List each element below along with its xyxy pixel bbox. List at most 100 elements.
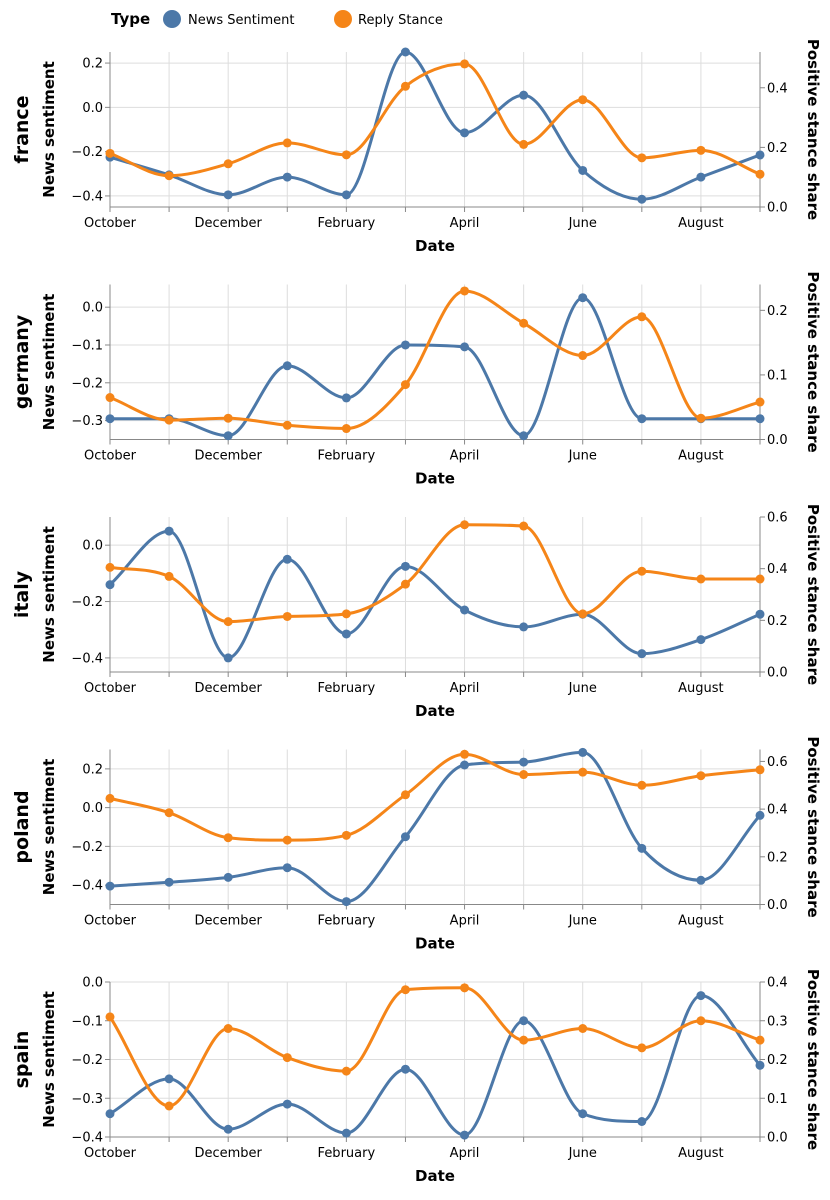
data-point-news-sentiment[interactable] <box>637 194 647 204</box>
data-point-news-sentiment[interactable] <box>282 554 292 564</box>
data-point-reply-stance[interactable] <box>696 413 706 423</box>
data-point-reply-stance[interactable] <box>341 1066 351 1076</box>
data-point-news-sentiment[interactable] <box>400 1064 410 1074</box>
data-point-reply-stance[interactable] <box>223 833 233 843</box>
data-point-reply-stance[interactable] <box>637 153 647 163</box>
data-point-reply-stance[interactable] <box>341 150 351 160</box>
data-point-news-sentiment[interactable] <box>223 190 233 200</box>
data-point-reply-stance[interactable] <box>164 415 174 425</box>
data-point-news-sentiment[interactable] <box>400 340 410 350</box>
data-point-news-sentiment[interactable] <box>519 431 529 441</box>
data-point-reply-stance[interactable] <box>223 159 233 169</box>
data-point-news-sentiment[interactable] <box>282 172 292 182</box>
data-point-reply-stance[interactable] <box>519 139 529 149</box>
data-point-reply-stance[interactable] <box>696 771 706 781</box>
data-point-reply-stance[interactable] <box>164 171 174 181</box>
data-point-news-sentiment[interactable] <box>341 897 351 907</box>
data-point-news-sentiment[interactable] <box>400 47 410 57</box>
data-point-news-sentiment[interactable] <box>460 128 470 138</box>
data-point-news-sentiment[interactable] <box>637 414 647 424</box>
data-point-news-sentiment[interactable] <box>696 172 706 182</box>
data-point-news-sentiment[interactable] <box>105 414 115 424</box>
data-point-news-sentiment[interactable] <box>105 1109 115 1119</box>
data-point-news-sentiment[interactable] <box>341 190 351 200</box>
data-point-news-sentiment[interactable] <box>164 1074 174 1084</box>
data-point-news-sentiment[interactable] <box>282 361 292 371</box>
data-point-news-sentiment[interactable] <box>696 991 706 1001</box>
data-point-reply-stance[interactable] <box>282 611 292 621</box>
data-point-reply-stance[interactable] <box>400 380 410 390</box>
data-point-reply-stance[interactable] <box>282 138 292 148</box>
data-point-news-sentiment[interactable] <box>341 393 351 403</box>
data-point-reply-stance[interactable] <box>755 169 765 179</box>
data-point-reply-stance[interactable] <box>105 562 115 572</box>
data-point-news-sentiment[interactable] <box>578 165 588 175</box>
data-point-reply-stance[interactable] <box>578 95 588 105</box>
data-point-news-sentiment[interactable] <box>341 629 351 639</box>
data-point-reply-stance[interactable] <box>164 571 174 581</box>
data-point-reply-stance[interactable] <box>223 617 233 627</box>
data-point-reply-stance[interactable] <box>282 1053 292 1063</box>
data-point-reply-stance[interactable] <box>282 420 292 430</box>
data-point-news-sentiment[interactable] <box>460 1130 470 1140</box>
data-point-news-sentiment[interactable] <box>341 1128 351 1138</box>
data-point-reply-stance[interactable] <box>341 830 351 840</box>
data-point-news-sentiment[interactable] <box>223 653 233 663</box>
data-point-reply-stance[interactable] <box>282 835 292 845</box>
data-point-reply-stance[interactable] <box>578 767 588 777</box>
data-point-reply-stance[interactable] <box>578 609 588 619</box>
data-point-news-sentiment[interactable] <box>223 1124 233 1134</box>
data-point-news-sentiment[interactable] <box>578 1109 588 1119</box>
data-point-reply-stance[interactable] <box>519 318 529 328</box>
data-point-reply-stance[interactable] <box>755 765 765 775</box>
data-point-news-sentiment[interactable] <box>637 649 647 659</box>
data-point-news-sentiment[interactable] <box>223 431 233 441</box>
data-point-news-sentiment[interactable] <box>755 1060 765 1070</box>
data-point-news-sentiment[interactable] <box>755 414 765 424</box>
data-point-reply-stance[interactable] <box>105 393 115 403</box>
data-point-reply-stance[interactable] <box>519 521 529 531</box>
data-point-reply-stance[interactable] <box>637 312 647 322</box>
data-point-reply-stance[interactable] <box>755 1035 765 1045</box>
data-point-news-sentiment[interactable] <box>637 843 647 853</box>
data-point-news-sentiment[interactable] <box>519 1016 529 1026</box>
data-point-reply-stance[interactable] <box>755 397 765 407</box>
data-point-reply-stance[interactable] <box>105 148 115 158</box>
data-point-news-sentiment[interactable] <box>696 875 706 885</box>
data-point-news-sentiment[interactable] <box>519 90 529 100</box>
data-point-news-sentiment[interactable] <box>105 881 115 891</box>
data-point-news-sentiment[interactable] <box>578 293 588 303</box>
data-point-reply-stance[interactable] <box>164 1101 174 1111</box>
data-point-news-sentiment[interactable] <box>755 609 765 619</box>
data-point-news-sentiment[interactable] <box>578 747 588 757</box>
data-point-news-sentiment[interactable] <box>755 810 765 820</box>
data-point-news-sentiment[interactable] <box>400 832 410 842</box>
data-point-reply-stance[interactable] <box>341 609 351 619</box>
data-point-reply-stance[interactable] <box>400 790 410 800</box>
data-point-news-sentiment[interactable] <box>164 526 174 536</box>
data-point-news-sentiment[interactable] <box>105 580 115 590</box>
data-point-reply-stance[interactable] <box>519 770 529 780</box>
data-point-news-sentiment[interactable] <box>755 150 765 160</box>
data-point-reply-stance[interactable] <box>460 983 470 993</box>
data-point-news-sentiment[interactable] <box>282 1099 292 1109</box>
data-point-news-sentiment[interactable] <box>282 863 292 873</box>
data-point-news-sentiment[interactable] <box>519 757 529 767</box>
legend-swatch-reply-stance[interactable] <box>334 10 352 28</box>
data-point-reply-stance[interactable] <box>637 1043 647 1053</box>
data-point-news-sentiment[interactable] <box>460 605 470 615</box>
data-point-news-sentiment[interactable] <box>400 561 410 571</box>
data-point-reply-stance[interactable] <box>637 780 647 790</box>
data-point-reply-stance[interactable] <box>578 351 588 361</box>
data-point-news-sentiment[interactable] <box>637 1117 647 1126</box>
data-point-reply-stance[interactable] <box>400 985 410 995</box>
data-point-reply-stance[interactable] <box>519 1035 529 1045</box>
data-point-news-sentiment[interactable] <box>519 622 529 632</box>
data-point-reply-stance[interactable] <box>696 1016 706 1026</box>
data-point-reply-stance[interactable] <box>400 579 410 589</box>
data-point-reply-stance[interactable] <box>637 566 647 576</box>
data-point-news-sentiment[interactable] <box>460 760 470 770</box>
data-point-reply-stance[interactable] <box>696 145 706 155</box>
data-point-reply-stance[interactable] <box>460 520 470 530</box>
data-point-news-sentiment[interactable] <box>460 342 470 352</box>
